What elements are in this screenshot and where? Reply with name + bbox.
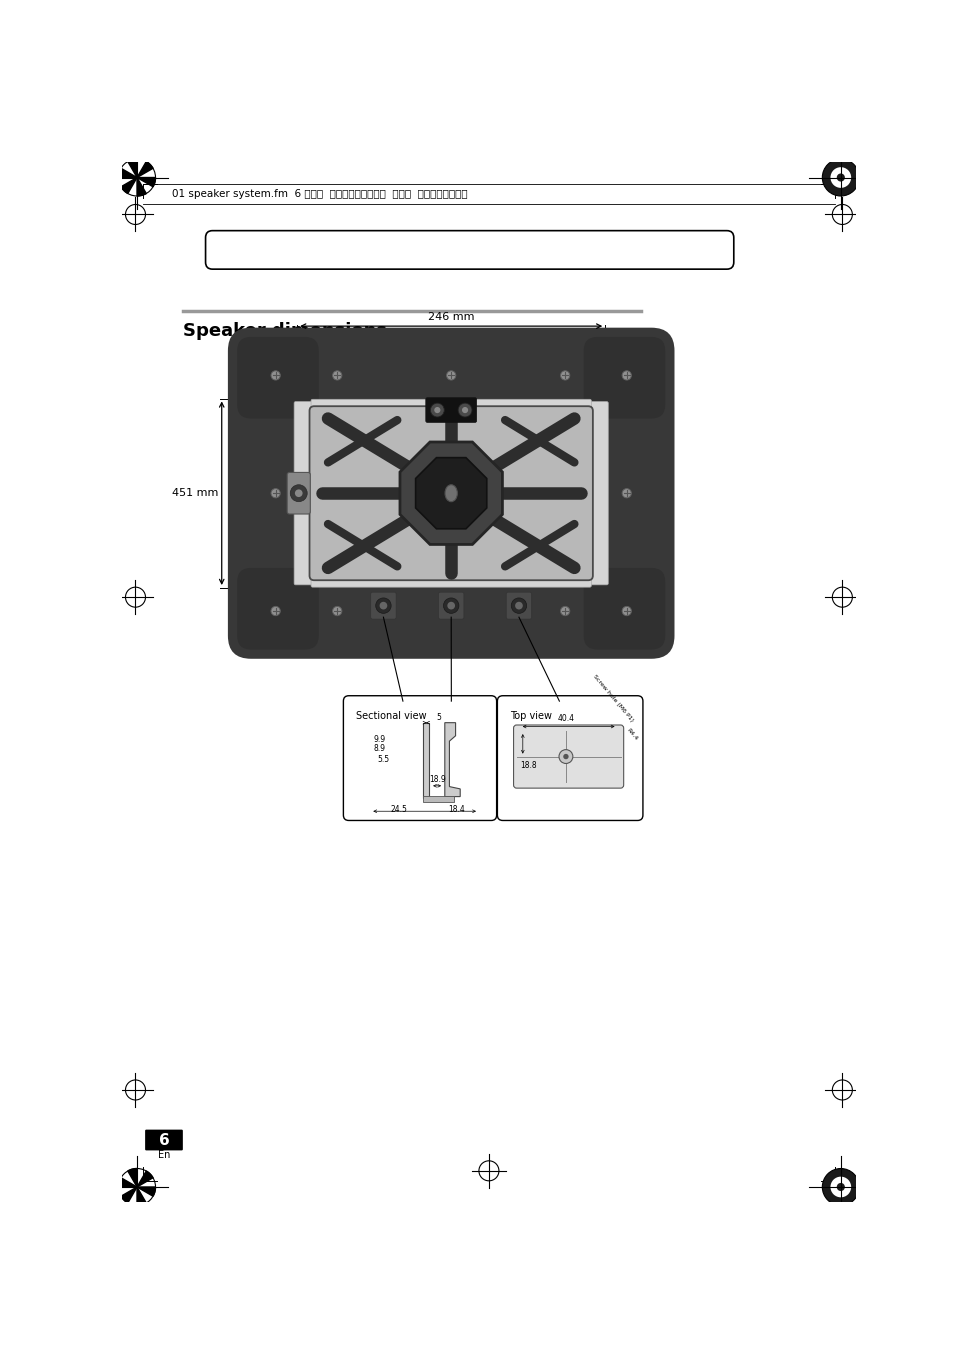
FancyBboxPatch shape [506,592,531,619]
FancyBboxPatch shape [438,592,463,619]
Circle shape [375,598,391,613]
Text: Speaker dimensions: Speaker dimensions [183,322,387,339]
Polygon shape [416,458,486,528]
Text: 18.8: 18.8 [519,761,536,770]
FancyBboxPatch shape [583,567,664,650]
Text: Screw hole (M6 P1): Screw hole (M6 P1) [592,674,634,723]
Circle shape [271,489,280,497]
Polygon shape [423,796,454,802]
Text: En: En [157,1151,170,1161]
Circle shape [511,598,526,613]
Circle shape [290,485,307,501]
Text: 8.9: 8.9 [374,744,385,754]
Text: 9.9: 9.9 [374,735,385,744]
FancyBboxPatch shape [425,397,476,423]
FancyBboxPatch shape [228,328,674,659]
Polygon shape [399,442,502,544]
Circle shape [621,489,631,497]
Circle shape [271,607,280,616]
Text: 24.5: 24.5 [390,805,407,813]
Text: 40.4: 40.4 [557,713,574,723]
FancyBboxPatch shape [145,1129,183,1151]
Text: 246 mm: 246 mm [428,312,474,322]
Circle shape [430,403,444,417]
Circle shape [560,370,569,380]
FancyBboxPatch shape [589,401,608,585]
FancyBboxPatch shape [583,336,664,419]
Circle shape [821,159,859,196]
Circle shape [271,370,280,380]
Circle shape [446,370,456,380]
Polygon shape [128,159,137,177]
Text: 6: 6 [158,1132,170,1147]
Circle shape [558,750,572,763]
Circle shape [379,601,387,609]
Text: 5.5: 5.5 [377,755,389,765]
Polygon shape [128,1169,137,1188]
Polygon shape [444,723,459,797]
Circle shape [461,407,468,413]
Circle shape [446,607,456,616]
FancyBboxPatch shape [371,592,395,619]
Polygon shape [137,177,155,186]
FancyBboxPatch shape [513,725,623,788]
FancyBboxPatch shape [237,567,318,650]
Polygon shape [423,723,429,798]
Polygon shape [118,169,137,177]
Circle shape [560,607,569,616]
FancyBboxPatch shape [311,569,591,588]
Text: 18.9: 18.9 [428,775,445,785]
Polygon shape [121,1188,137,1202]
Polygon shape [121,177,137,193]
Circle shape [830,1177,850,1197]
Circle shape [515,601,522,609]
Circle shape [836,173,844,181]
Circle shape [830,168,850,188]
Circle shape [434,407,440,413]
Text: 18.4: 18.4 [448,805,464,813]
Circle shape [836,1183,844,1192]
Text: 451 mm: 451 mm [172,488,217,499]
FancyBboxPatch shape [294,401,313,585]
Circle shape [562,754,568,759]
Circle shape [821,1169,859,1205]
Polygon shape [137,1188,146,1205]
FancyBboxPatch shape [237,336,318,419]
FancyBboxPatch shape [343,696,497,820]
Text: 01 speaker system.fm  6 ページ  ２００５年８月３日  水曜日  午前１１時３５分: 01 speaker system.fm 6 ページ ２００５年８月３日 水曜日… [172,189,467,200]
FancyBboxPatch shape [497,696,642,820]
Circle shape [621,607,631,616]
Circle shape [333,607,341,616]
Circle shape [333,370,341,380]
Polygon shape [137,177,146,196]
Text: 5: 5 [436,713,440,723]
Polygon shape [137,1188,155,1196]
Polygon shape [137,162,152,177]
Circle shape [447,601,455,609]
Text: Sectional view: Sectional view [355,711,426,721]
Polygon shape [118,1178,137,1188]
FancyBboxPatch shape [287,473,310,513]
Circle shape [621,370,631,380]
Ellipse shape [444,485,456,501]
Text: Top view: Top view [509,711,551,721]
Circle shape [457,403,472,417]
FancyBboxPatch shape [311,400,591,417]
Circle shape [294,489,302,497]
FancyBboxPatch shape [309,407,592,580]
Text: R4.4: R4.4 [625,727,639,742]
Polygon shape [137,1171,152,1188]
Circle shape [443,598,458,613]
FancyBboxPatch shape [205,231,733,269]
